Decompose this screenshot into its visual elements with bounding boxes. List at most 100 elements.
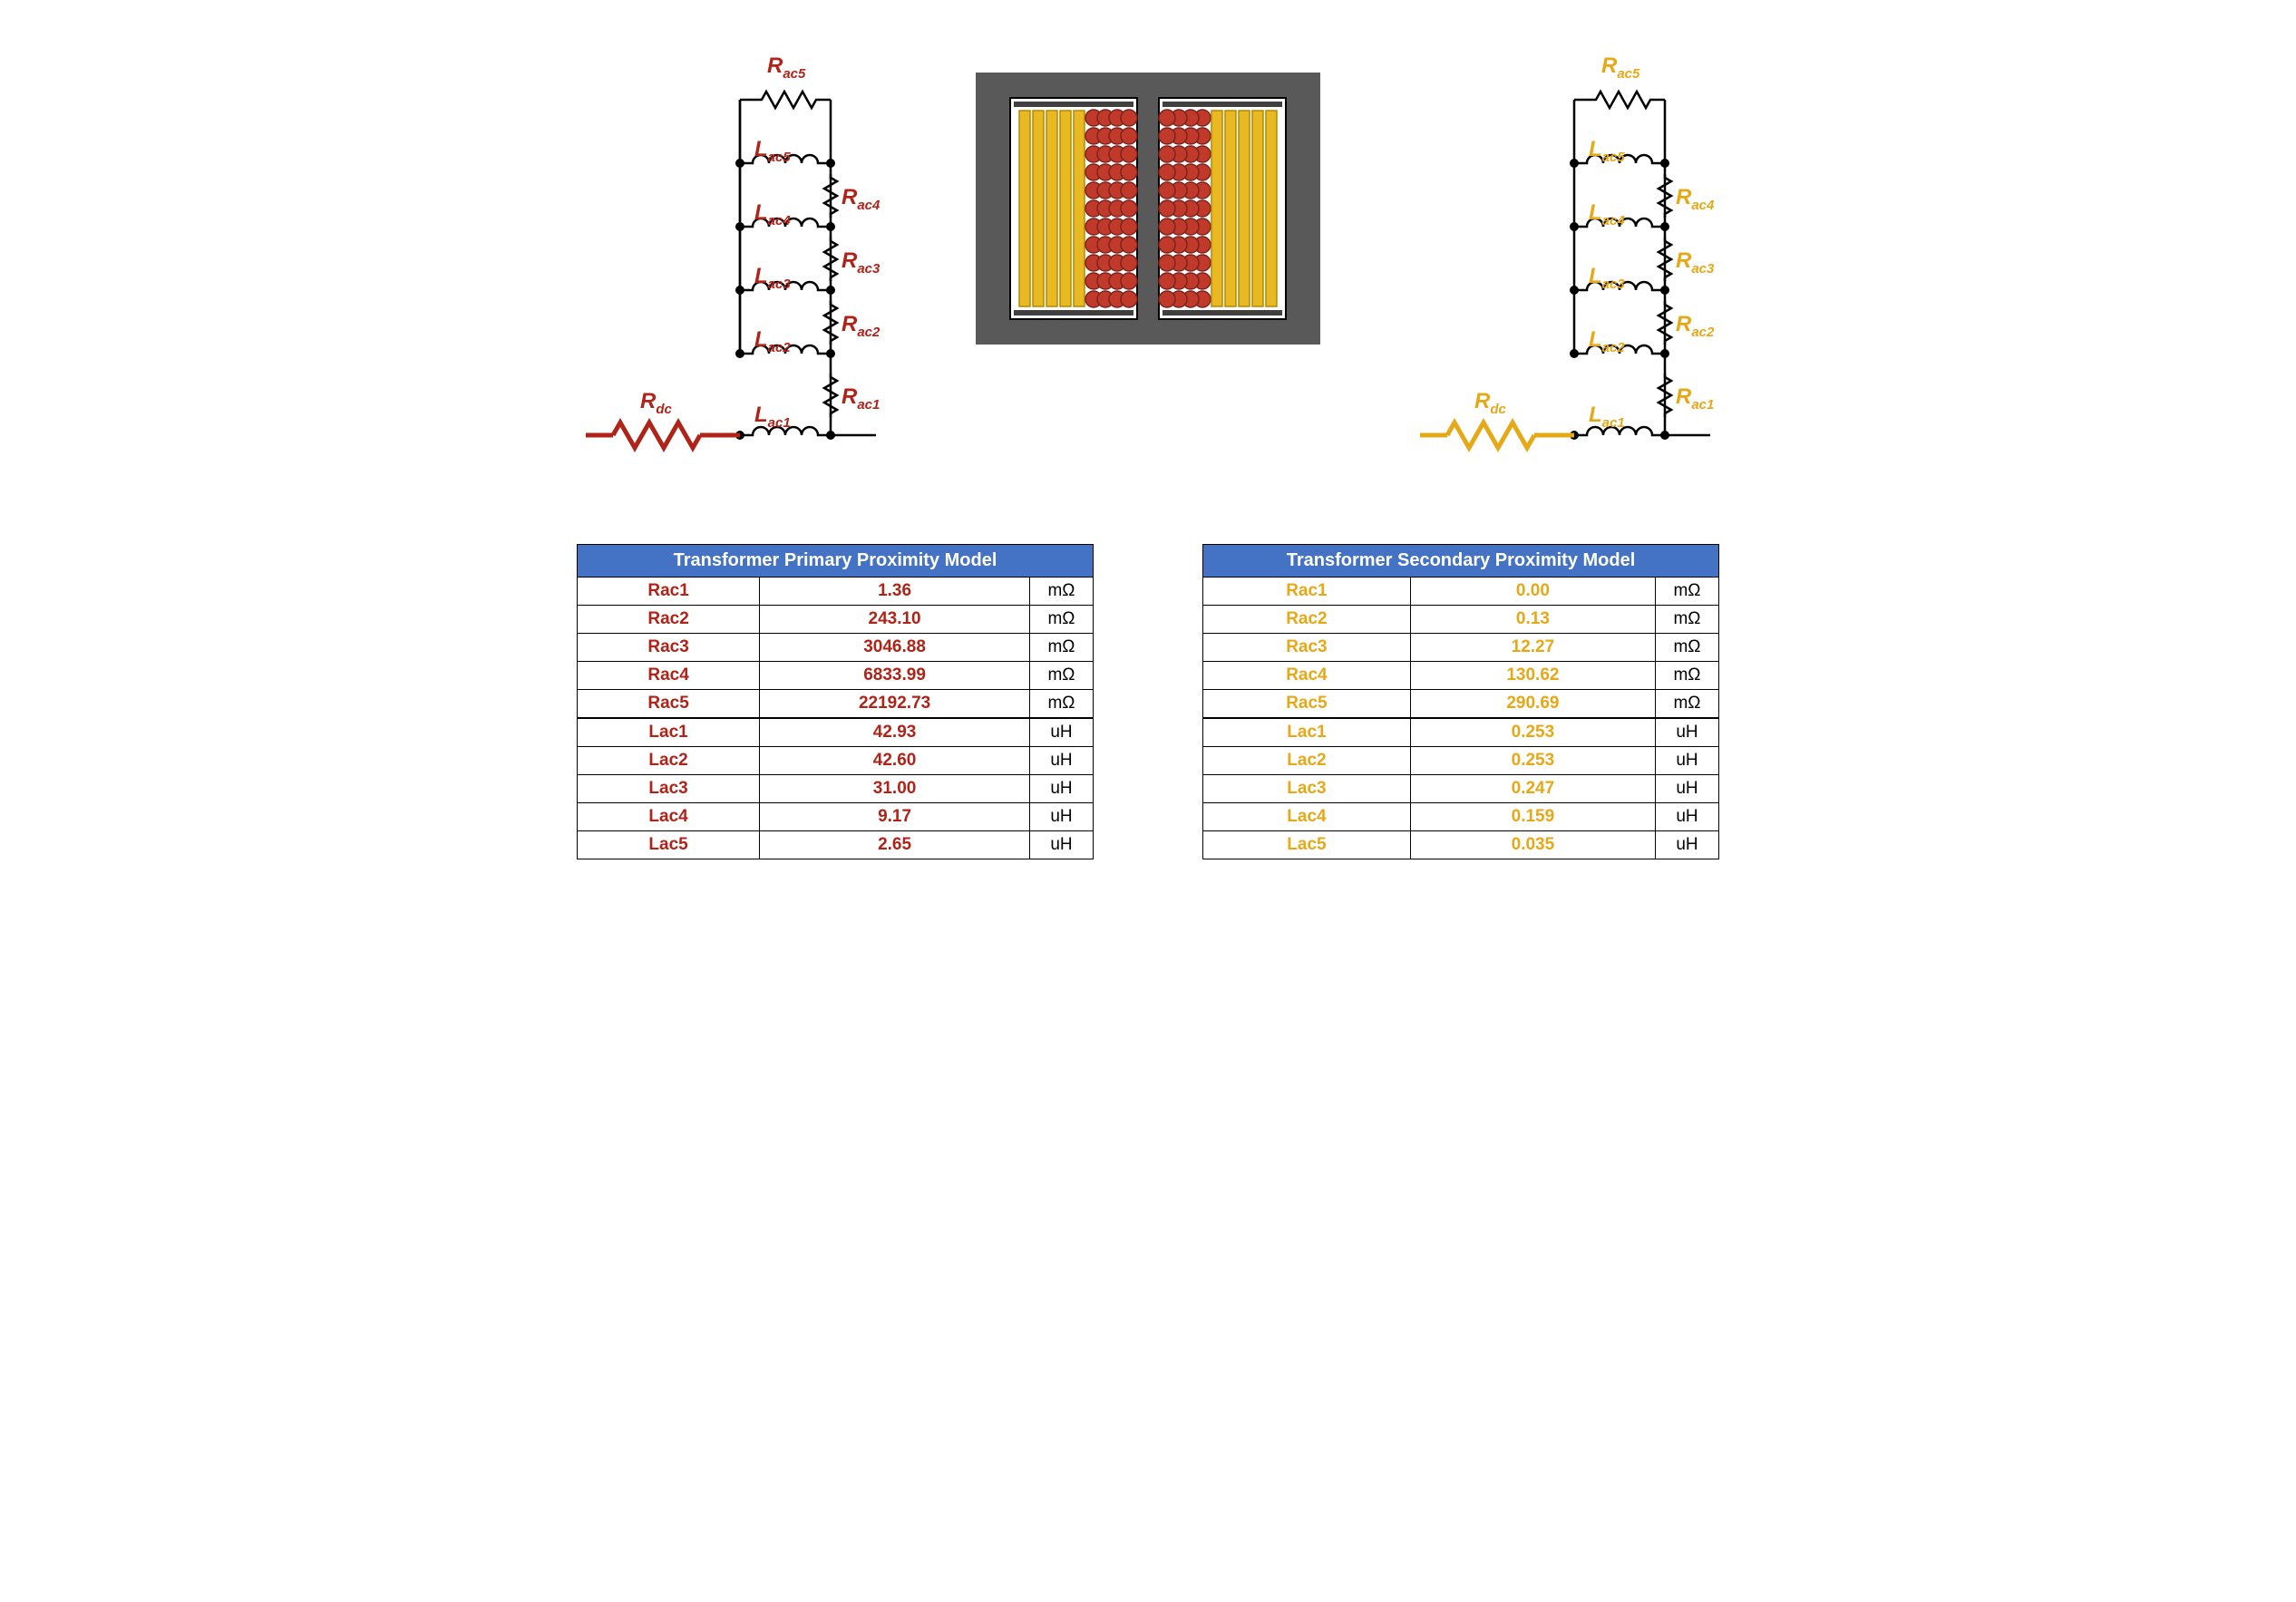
table-row: Rac522192.73mΩ — [578, 690, 1094, 719]
unit-cell: mΩ — [1656, 662, 1719, 690]
unit-cell: uH — [1656, 747, 1719, 775]
unit-cell: uH — [1030, 803, 1094, 831]
param-cell: Lac4 — [1203, 803, 1411, 831]
svg-text:Lac1: Lac1 — [754, 403, 791, 431]
value-cell: 42.93 — [760, 718, 1030, 747]
table-row: Lac10.253uH — [1203, 718, 1719, 747]
value-cell: 42.60 — [760, 747, 1030, 775]
param-cell: Lac5 — [1203, 831, 1411, 859]
param-cell: Rac1 — [1203, 578, 1411, 606]
svg-text:Rac5: Rac5 — [1601, 53, 1640, 82]
param-cell: Lac3 — [1203, 775, 1411, 803]
param-cell: Rac1 — [578, 578, 760, 606]
param-cell: Lac4 — [578, 803, 760, 831]
svg-text:Rac3: Rac3 — [842, 248, 880, 277]
unit-cell: uH — [1030, 718, 1094, 747]
left-primary-circles — [1085, 110, 1137, 307]
circuit-svg-primary: Rac5 Lac5 Lac4 Rac4 Lac3 Rac3 Lac2 Rac2 … — [577, 36, 885, 471]
param-cell: Lac2 — [578, 747, 760, 775]
unit-cell: mΩ — [1656, 634, 1719, 662]
table-row: Lac331.00uH — [578, 775, 1094, 803]
secondary-table-title: Transformer Secondary Proximity Model — [1203, 545, 1719, 578]
secondary-ladder-circuit: Rac5 Lac5 Lac4 Rac4 Lac3 Rac3 Lac2 Rac2 … — [1411, 36, 1719, 471]
top-row: Rac5 Lac5 Lac4 Rac4 Lac3 Rac3 Lac2 Rac2 … — [577, 36, 1719, 471]
table-row: Lac142.93uH — [578, 718, 1094, 747]
unit-cell: uH — [1030, 831, 1094, 859]
secondary-table-wrap: Transformer Secondary Proximity Model Ra… — [1202, 544, 1719, 859]
unit-cell: mΩ — [1656, 578, 1719, 606]
svg-text:Lac2: Lac2 — [1589, 327, 1625, 355]
unit-cell: uH — [1656, 831, 1719, 859]
param-cell: Rac5 — [578, 690, 760, 719]
svg-text:Rac4: Rac4 — [1676, 185, 1715, 213]
primary-ladder-circuit: Rac5 Lac5 Lac4 Rac4 Lac3 Rac3 Lac2 Rac2 … — [577, 36, 885, 471]
param-cell: Lac1 — [1203, 718, 1411, 747]
unit-cell: uH — [1656, 803, 1719, 831]
page: Rac5 Lac5 Lac4 Rac4 Lac3 Rac3 Lac2 Rac2 … — [577, 36, 1719, 859]
table-row: Rac11.36mΩ — [578, 578, 1094, 606]
svg-text:Lac3: Lac3 — [754, 264, 791, 292]
unit-cell: mΩ — [1030, 578, 1094, 606]
circuit-svg-secondary: Rac5 Lac5 Lac4 Rac4 Lac3 Rac3 Lac2 Rac2 … — [1411, 36, 1719, 471]
value-cell: 0.00 — [1410, 578, 1655, 606]
param-cell: Lac2 — [1203, 747, 1411, 775]
value-cell: 130.62 — [1410, 662, 1655, 690]
table-row: Lac49.17uH — [578, 803, 1094, 831]
param-cell: Rac3 — [578, 634, 760, 662]
param-cell: Rac2 — [1203, 606, 1411, 634]
svg-text:Rac4: Rac4 — [842, 185, 880, 213]
param-cell: Lac3 — [578, 775, 760, 803]
unit-cell: mΩ — [1030, 634, 1094, 662]
table-row: Lac52.65uH — [578, 831, 1094, 859]
value-cell: 0.247 — [1410, 775, 1655, 803]
value-cell: 0.13 — [1410, 606, 1655, 634]
svg-text:Rac1: Rac1 — [1676, 384, 1714, 413]
param-cell: Lac1 — [578, 718, 760, 747]
svg-text:Lac4: Lac4 — [1589, 200, 1625, 228]
unit-cell: uH — [1656, 775, 1719, 803]
value-cell: 2.65 — [760, 831, 1030, 859]
param-cell: Rac4 — [578, 662, 760, 690]
unit-cell: uH — [1030, 747, 1094, 775]
svg-text:Rac2: Rac2 — [842, 312, 880, 340]
param-cell: Rac5 — [1203, 690, 1411, 719]
unit-cell: mΩ — [1656, 690, 1719, 719]
secondary-table: Transformer Secondary Proximity Model Ra… — [1202, 544, 1719, 859]
primary-table-title: Transformer Primary Proximity Model — [578, 545, 1094, 578]
table-row: Lac40.159uH — [1203, 803, 1719, 831]
right-secondary-bars — [1211, 111, 1277, 306]
svg-text:Lac5: Lac5 — [1589, 137, 1625, 165]
svg-text:Rac5: Rac5 — [767, 53, 806, 82]
value-cell: 0.253 — [1410, 718, 1655, 747]
svg-text:Lac1: Lac1 — [1589, 403, 1625, 431]
param-cell: Rac3 — [1203, 634, 1411, 662]
svg-text:Rac1: Rac1 — [842, 384, 880, 413]
value-cell: 0.159 — [1410, 803, 1655, 831]
table-row: Rac4130.62mΩ — [1203, 662, 1719, 690]
value-cell: 243.10 — [760, 606, 1030, 634]
table-row: Lac20.253uH — [1203, 747, 1719, 775]
value-cell: 12.27 — [1410, 634, 1655, 662]
svg-text:Rac2: Rac2 — [1676, 312, 1715, 340]
value-cell: 31.00 — [760, 775, 1030, 803]
param-cell: Lac5 — [578, 831, 760, 859]
unit-cell: uH — [1656, 718, 1719, 747]
lbl-Lac5: L — [754, 137, 768, 161]
primary-table-wrap: Transformer Primary Proximity Model Rac1… — [577, 544, 1094, 859]
value-cell: 3046.88 — [760, 634, 1030, 662]
svg-text:Lac2: Lac2 — [754, 327, 791, 355]
table-row: Rac2243.10mΩ — [578, 606, 1094, 634]
table-row: Lac30.247uH — [1203, 775, 1719, 803]
param-cell: Rac4 — [1203, 662, 1411, 690]
left-secondary-bars — [1019, 111, 1085, 306]
table-row: Rac20.13mΩ — [1203, 606, 1719, 634]
unit-cell: mΩ — [1030, 662, 1094, 690]
svg-text:Rac3: Rac3 — [1676, 248, 1715, 277]
value-cell: 6833.99 — [760, 662, 1030, 690]
svg-text:Rdc: Rdc — [1474, 389, 1507, 417]
tables-row: Transformer Primary Proximity Model Rac1… — [577, 544, 1719, 859]
value-cell: 290.69 — [1410, 690, 1655, 719]
primary-table: Transformer Primary Proximity Model Rac1… — [577, 544, 1094, 859]
unit-cell: mΩ — [1030, 606, 1094, 634]
svg-text:Lac3: Lac3 — [1589, 264, 1625, 292]
